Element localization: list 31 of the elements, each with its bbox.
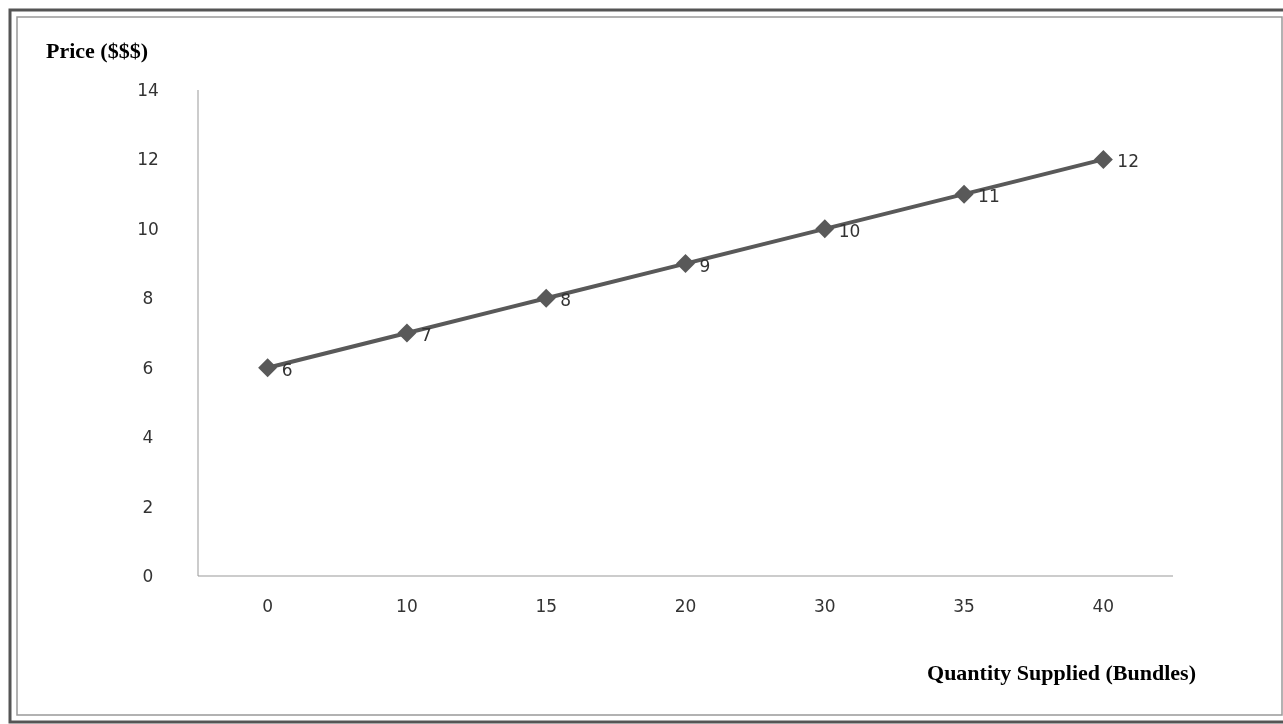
- x-tick-label: 0: [262, 596, 274, 616]
- data-label: 10: [838, 220, 861, 241]
- x-tick-label: 40: [1092, 596, 1115, 616]
- x-tick-label: 35: [953, 596, 975, 616]
- y-tick-label: 0: [142, 566, 154, 586]
- point: [676, 254, 695, 274]
- point: [258, 358, 278, 378]
- x-tick-label: 30: [813, 596, 836, 616]
- y-tick-label: 2: [142, 496, 154, 517]
- y-tick-label: 4: [142, 427, 154, 448]
- y-tick-label: 12: [137, 149, 159, 170]
- point: [536, 288, 556, 308]
- data-label: 6: [281, 359, 293, 380]
- point: [954, 184, 974, 204]
- y-tick-label: 14: [137, 80, 159, 100]
- x-tick-label: 10: [396, 596, 418, 616]
- x-tick-label: 15: [535, 596, 558, 616]
- point: [397, 323, 417, 343]
- x-axis-title: Quantity Supplied (Bundles): [927, 660, 1196, 685]
- x-tick-label: 20: [674, 596, 697, 616]
- y-tick-label: 10: [137, 218, 159, 239]
- y-axis-title: Price ($$$): [46, 38, 148, 63]
- data-label: 12: [1117, 151, 1139, 172]
- point: [815, 219, 835, 239]
- point: [1093, 149, 1113, 169]
- data-label: 8: [560, 290, 572, 311]
- data-label: 7: [420, 325, 432, 345]
- data-label: 11: [978, 186, 1000, 207]
- y-tick-label: 6: [142, 357, 154, 378]
- y-tick-label: 8: [142, 288, 154, 309]
- data-label: 9: [699, 255, 711, 276]
